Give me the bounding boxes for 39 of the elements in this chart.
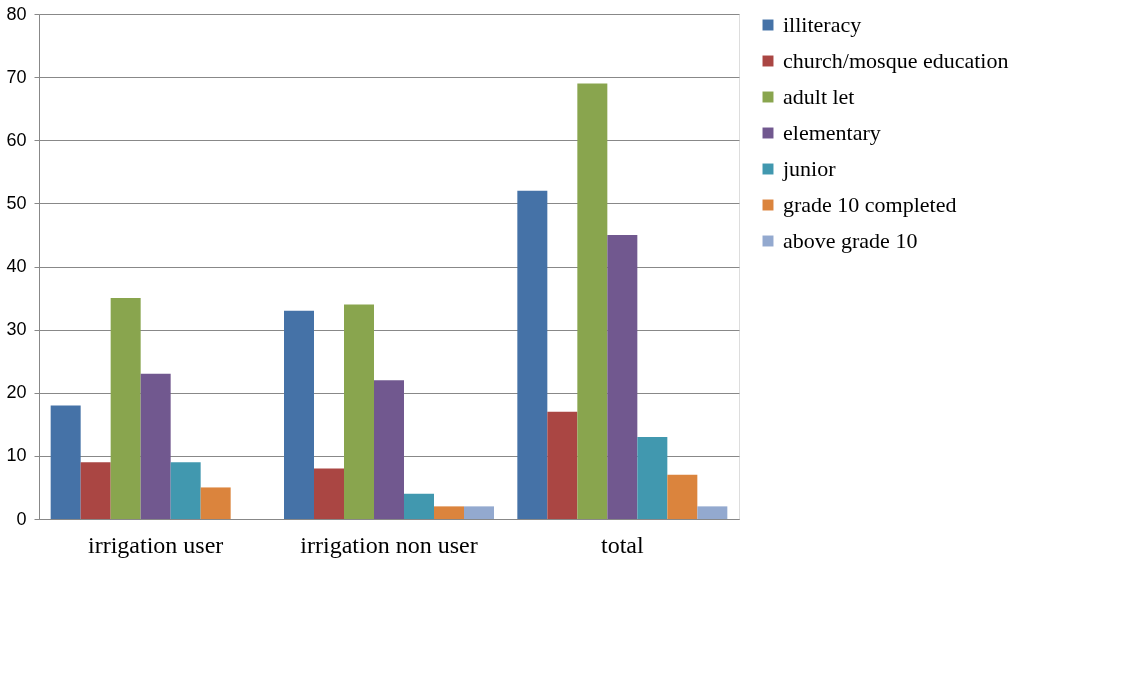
legend-label: adult let — [783, 84, 855, 109]
legend-label: grade 10 completed — [783, 192, 957, 217]
y-tick-label: 40 — [6, 256, 27, 276]
legend-label: church/mosque education — [783, 48, 1009, 73]
legend-label: illiteracy — [783, 12, 862, 37]
bar — [517, 190, 548, 519]
bar — [697, 506, 728, 519]
bar — [404, 493, 434, 519]
y-tick-label: 20 — [6, 382, 27, 403]
y-tick-label: 70 — [6, 66, 27, 87]
y-tick-label: 60 — [6, 129, 27, 150]
bar — [200, 487, 231, 519]
bar — [434, 506, 464, 519]
bar — [170, 462, 201, 519]
bar — [110, 298, 141, 519]
bar — [80, 462, 111, 519]
bar — [607, 234, 638, 519]
bar — [50, 405, 81, 519]
bar — [547, 411, 578, 519]
bar — [637, 436, 668, 519]
legend-label: elementary — [783, 120, 881, 145]
x-tick-label: irrigation user — [88, 531, 224, 558]
bar — [374, 380, 404, 519]
legend-label: above grade 10 — [783, 228, 918, 253]
bar — [314, 468, 344, 519]
bar — [344, 304, 374, 519]
x-tick-label: total — [601, 531, 644, 558]
y-tick-label: 50 — [6, 192, 27, 213]
x-tick-label: irrigation non user — [300, 531, 478, 558]
legend-label: junior — [782, 156, 837, 181]
bar — [577, 83, 608, 519]
bar — [464, 506, 494, 519]
y-tick-label: 80 — [6, 3, 27, 24]
y-tick-label: 0 — [16, 508, 27, 529]
bar — [667, 474, 698, 519]
y-tick-label: 10 — [6, 445, 27, 466]
y-tick-label: 30 — [6, 319, 27, 340]
bar — [140, 373, 171, 519]
bar — [284, 310, 314, 519]
